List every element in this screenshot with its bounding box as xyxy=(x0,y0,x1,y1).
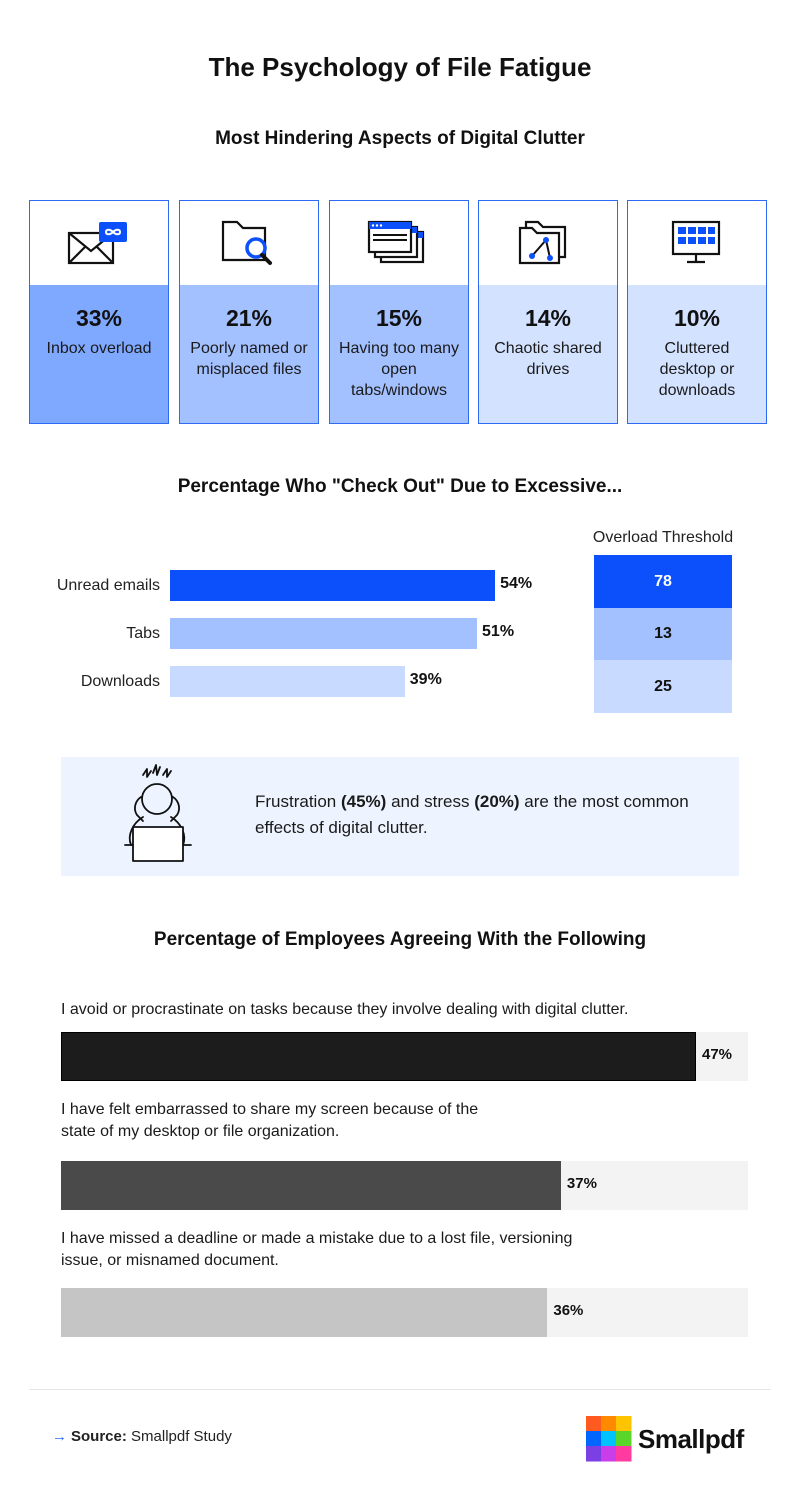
card-percent: 21% xyxy=(225,305,273,331)
check-out-bar xyxy=(170,570,496,601)
card-value-area: 33% Inbox overload xyxy=(30,285,168,423)
logo-tile xyxy=(601,1431,617,1447)
source-note: → Source: Smallpdf Study xyxy=(52,1428,232,1445)
check-out-category-label: Unread emails xyxy=(56,577,160,594)
check-out-value-label: 54% xyxy=(500,575,533,592)
logo-text: Smallpdf xyxy=(638,1424,744,1454)
source-value: Smallpdf Study xyxy=(126,1428,232,1445)
section-title-agreeing: Percentage of Employees Agreeing With th… xyxy=(153,929,647,950)
check-out-category-label: Tabs xyxy=(126,625,160,642)
agree-value-label: 37% xyxy=(566,1175,597,1192)
check-out-bar xyxy=(170,618,478,649)
card-label: Cluttered desktop or downloads xyxy=(658,340,736,399)
smallpdf-logo: Smallpdf xyxy=(586,1416,756,1462)
arrow-right-icon: → xyxy=(52,1428,67,1445)
mail-infinity-icon xyxy=(67,222,127,265)
logo-tile xyxy=(586,1446,602,1462)
check-out-value-label: 39% xyxy=(409,671,442,688)
page-title: The Psychology of File Fatigue xyxy=(208,52,592,82)
check-out-value-label: 51% xyxy=(482,623,515,640)
card-shared-drives: 14% Chaotic shared drives xyxy=(478,200,618,424)
agree-bar xyxy=(61,1032,696,1081)
threshold-cell: 78 xyxy=(594,555,732,608)
stacked-windows-icon xyxy=(367,220,425,264)
agree-value-label: 47% xyxy=(702,1046,733,1063)
smallpdf-logo-mark xyxy=(586,1416,632,1462)
card-open-tabs: 15% Having too many open tabs/windows xyxy=(329,200,469,424)
agree-bar-track: 36% xyxy=(61,1288,748,1337)
stress-percent: (20%) xyxy=(474,792,520,811)
logo-tile xyxy=(616,1431,632,1447)
shared-folder-icon xyxy=(518,220,567,265)
section-title-check-out: Percentage Who "Check Out" Due to Excess… xyxy=(177,476,623,497)
agree-bar xyxy=(61,1161,561,1210)
check-out-bar xyxy=(170,666,405,697)
agree-bar xyxy=(61,1288,548,1337)
card-value-area: 10% Cluttered desktop or downloads xyxy=(628,285,766,423)
folder-search-icon xyxy=(221,220,272,265)
footer-divider xyxy=(29,1389,771,1390)
agree-bar-track: 37% xyxy=(61,1161,748,1210)
threshold-cell: 13 xyxy=(594,607,732,661)
card-label: Having too many open tabs/windows xyxy=(338,340,460,399)
hindering-cards: 33% Inbox overload 21% Poorly named or m… xyxy=(29,200,769,424)
threshold-cell: 25 xyxy=(594,660,732,713)
agree-bar-track: 47% xyxy=(61,1032,748,1081)
card-percent: 33% xyxy=(75,305,123,331)
agree-statement: I avoid or procrastinate on tasks becaus… xyxy=(61,1001,629,1018)
card-label: Chaotic shared drives xyxy=(494,340,602,378)
card-percent: 14% xyxy=(524,305,572,331)
card-percent: 10% xyxy=(673,305,721,331)
card-value-area: 21% Poorly named or misplaced files xyxy=(180,285,318,423)
logo-tile xyxy=(616,1416,632,1432)
check-out-category-label: Downloads xyxy=(80,673,160,690)
logo-tile xyxy=(586,1416,602,1432)
card-label: Poorly named or misplaced files xyxy=(190,340,308,378)
card-misplaced-files: 21% Poorly named or misplaced files xyxy=(179,200,319,424)
callout-text: Frustration (45%) and stress (20%) are t… xyxy=(255,792,689,837)
logo-tile xyxy=(601,1416,617,1432)
callout-box: Frustration (45%) and stress (20%) are t… xyxy=(61,757,739,876)
card-label: Inbox overload xyxy=(46,340,152,357)
stressed-person-laptop-icon xyxy=(124,764,192,862)
card-cluttered-desktop: 10% Cluttered desktop or downloads xyxy=(627,200,767,424)
logo-tile xyxy=(616,1446,632,1462)
card-percent: 15% xyxy=(375,305,423,331)
section-title-hindering: Most Hindering Aspects of Digital Clutte… xyxy=(215,128,585,149)
card-value-area: 15% Having too many open tabs/windows xyxy=(330,285,468,423)
desktop-grid-icon xyxy=(671,220,721,264)
agree-statement: I have felt embarrassed to share my scre… xyxy=(61,1101,479,1140)
agree-value-label: 36% xyxy=(553,1302,584,1319)
threshold-title: Overload Threshold xyxy=(592,529,734,546)
frustration-percent: (45%) xyxy=(340,792,387,811)
logo-tile xyxy=(586,1431,602,1447)
agree-statement: I have missed a deadline or made a mista… xyxy=(61,1230,573,1269)
card-inbox-overload: 33% Inbox overload xyxy=(29,200,169,424)
source-label: Source: xyxy=(71,1428,127,1445)
card-value-area: 14% Chaotic shared drives xyxy=(479,285,617,423)
logo-tile xyxy=(601,1446,617,1462)
